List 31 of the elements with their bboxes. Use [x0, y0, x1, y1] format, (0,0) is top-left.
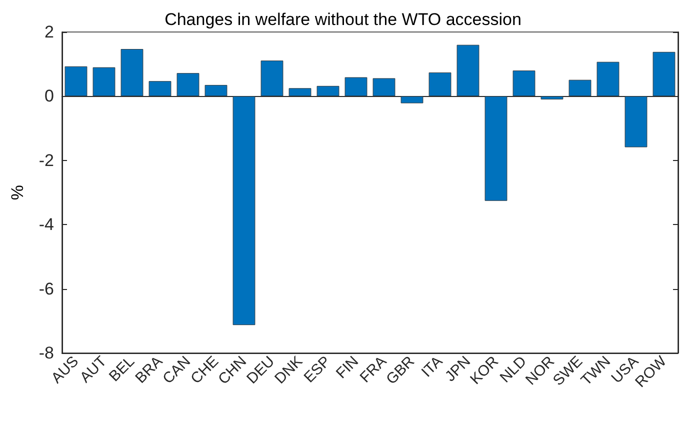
y-tick-label: 2 [44, 22, 54, 42]
bar [540, 96, 564, 100]
bar [596, 62, 620, 96]
bar [120, 49, 144, 96]
bar [64, 66, 88, 96]
bar [568, 80, 592, 96]
bar [232, 96, 256, 326]
chart-title: Changes in welfare without the WTO accession [164, 10, 522, 29]
bar [512, 70, 536, 96]
bar [92, 67, 116, 96]
bar [456, 44, 480, 96]
bar [260, 60, 284, 96]
y-tick-label: -6 [38, 279, 54, 298]
bar [344, 77, 368, 96]
x-tick-label: ITA [418, 352, 446, 381]
bar [400, 96, 424, 104]
bar [624, 96, 648, 148]
bar [372, 78, 396, 96]
bar [288, 88, 312, 96]
bar [204, 84, 228, 96]
y-tick-label: 0 [44, 86, 54, 106]
bar [484, 96, 508, 201]
bar [176, 73, 200, 96]
bar [316, 86, 340, 96]
bar [428, 72, 452, 96]
bar [652, 52, 676, 96]
y-axis-title: % [8, 184, 27, 200]
bar [148, 81, 172, 96]
y-tick-label: -4 [38, 215, 54, 234]
y-tick-label: -2 [38, 150, 54, 170]
y-tick-label: -8 [38, 344, 54, 362]
